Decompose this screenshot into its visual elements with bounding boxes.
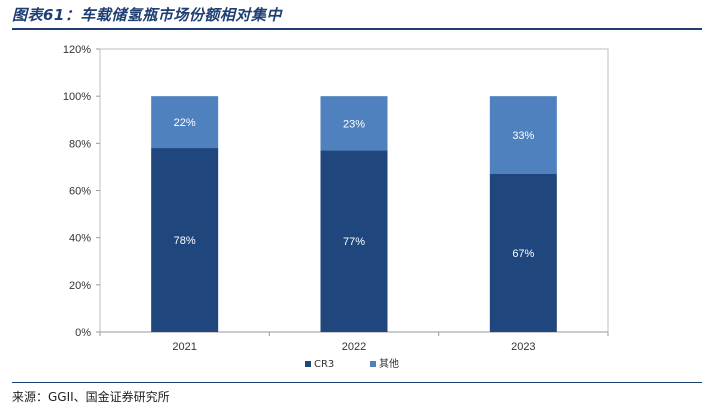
y-tick-label: 100% [63, 91, 91, 103]
bar-cr3-2021 [151, 148, 219, 332]
legend-label-other: 其他 [379, 357, 399, 370]
x-tick-label-2023: 2023 [511, 341, 535, 353]
x-axis-ticks: 2021 2022 2023 [99, 332, 609, 353]
bar-other-2022 [320, 96, 388, 151]
figure-title: 图表61：车载储氢瓶市场份额相对集中 [12, 6, 282, 24]
legend: CR3 其他 [305, 357, 399, 370]
legend-swatch-other [370, 361, 376, 367]
y-tick-label: 20% [69, 280, 91, 292]
bars: 78% 22% 77% 23% 67% 33% [151, 96, 557, 332]
data-label-cr3-2023: 67% [512, 248, 534, 260]
data-label-cr3-2022: 77% [343, 236, 365, 248]
data-label-other-2023: 33% [512, 130, 534, 142]
y-tick-label: 80% [69, 138, 91, 150]
y-tick-label: 0% [75, 327, 91, 339]
title-divider [12, 28, 702, 30]
bar-other-2023 [489, 96, 557, 174]
data-label-other-2022: 23% [343, 118, 365, 130]
bar-other-2021 [151, 96, 219, 149]
legend-swatch-cr3 [305, 361, 311, 367]
bar-cr3-2023 [489, 173, 557, 332]
x-tick-label-2021: 2021 [172, 341, 196, 353]
data-label-other-2021: 22% [174, 117, 196, 129]
source-divider [12, 382, 702, 383]
data-label-cr3-2021: 78% [174, 235, 196, 247]
stacked-bar-chart: 0% 20% 40% 60% 80% 100% 120% 78% 22% 77% 23% 67% 33… [63, 44, 609, 370]
legend-label-cr3: CR3 [314, 359, 334, 370]
y-tick-label: 120% [63, 44, 91, 56]
y-tick-label: 60% [69, 186, 91, 198]
y-axis-ticks: 0% 20% 40% 60% 80% 100% 120% [63, 44, 100, 339]
source-note: 来源：GGII、国金证券研究所 [12, 390, 170, 404]
y-tick-label: 40% [69, 233, 91, 245]
bar-cr3-2022 [320, 150, 388, 332]
x-tick-label-2022: 2022 [342, 341, 366, 353]
